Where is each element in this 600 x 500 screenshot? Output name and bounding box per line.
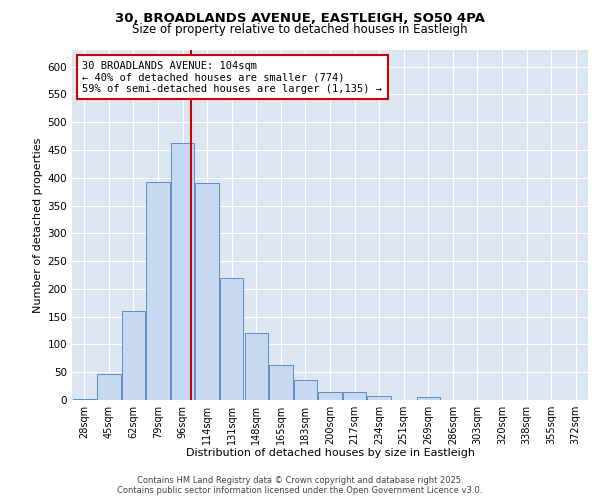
Bar: [245, 334, 268, 400]
X-axis label: Distribution of detached houses by size in Eastleigh: Distribution of detached houses by size …: [185, 448, 475, 458]
Text: Contains public sector information licensed under the Open Government Licence v3: Contains public sector information licen…: [118, 486, 482, 495]
Bar: [294, 380, 317, 400]
Bar: [171, 143, 194, 400]
Text: Contains HM Land Registry data © Crown copyright and database right 2025.: Contains HM Land Registry data © Crown c…: [137, 476, 463, 485]
Bar: [319, 392, 341, 400]
Text: 30 BROADLANDS AVENUE: 104sqm
← 40% of detached houses are smaller (774)
59% of s: 30 BROADLANDS AVENUE: 104sqm ← 40% of de…: [82, 60, 382, 94]
Bar: [220, 278, 244, 400]
Bar: [343, 392, 366, 400]
Bar: [146, 182, 170, 400]
Text: Size of property relative to detached houses in Eastleigh: Size of property relative to detached ho…: [132, 22, 468, 36]
Bar: [416, 397, 440, 400]
Bar: [367, 396, 391, 400]
Bar: [97, 374, 121, 400]
Text: 30, BROADLANDS AVENUE, EASTLEIGH, SO50 4PA: 30, BROADLANDS AVENUE, EASTLEIGH, SO50 4…: [115, 12, 485, 26]
Bar: [196, 184, 219, 400]
Y-axis label: Number of detached properties: Number of detached properties: [33, 138, 43, 312]
Bar: [122, 311, 145, 400]
Bar: [269, 365, 293, 400]
Bar: [73, 399, 96, 400]
